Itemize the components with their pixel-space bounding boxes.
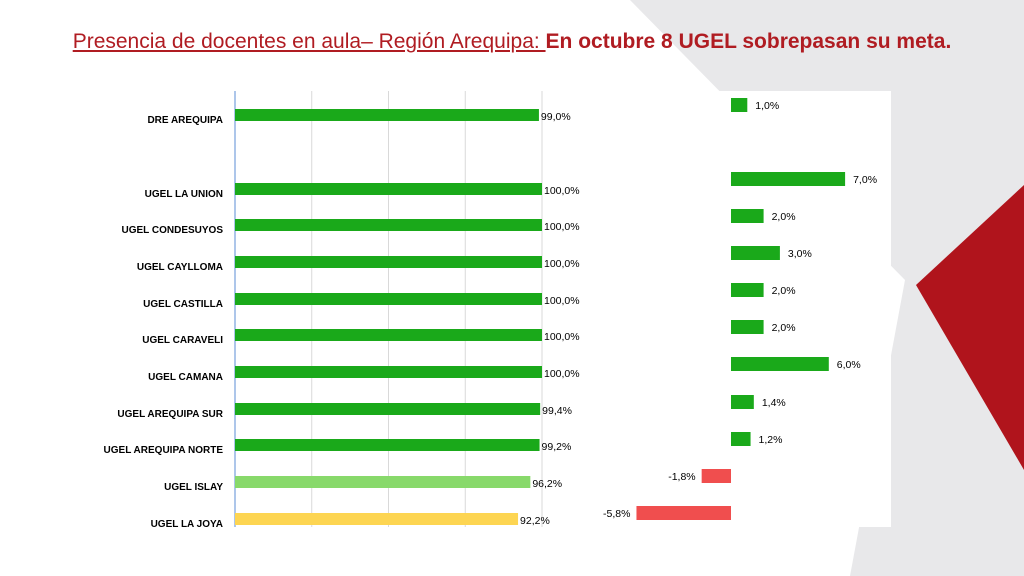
value-label: 99,2% — [542, 441, 572, 453]
value-label: 2,0% — [772, 285, 796, 297]
value-label: 100,0% — [544, 258, 580, 270]
value-label: 100,0% — [544, 295, 580, 307]
value-label: -1,8% — [668, 471, 695, 483]
value-label: 92,2% — [520, 515, 550, 527]
bar — [235, 219, 542, 231]
value-label: 6,0% — [837, 359, 861, 371]
category-label: UGEL CARAVELI — [142, 335, 223, 346]
bar — [235, 109, 539, 121]
value-label: -5,8% — [603, 508, 630, 520]
variation-chart-panel: 1,0% 7,0% 2,0% 3,0% 2,0% 2,0% 6,0% 1,4% 1,2% -1,8… — [594, 91, 891, 527]
title-part-1: Presencia de docentes en aula– Región Ar… — [72, 30, 546, 53]
bar — [731, 246, 780, 260]
value-label: 2,0% — [772, 322, 796, 334]
value-label: 2,0% — [772, 211, 796, 223]
bar — [731, 209, 764, 223]
bar — [636, 506, 731, 520]
category-label: DRE AREQUIPA — [147, 115, 223, 126]
bar — [731, 98, 748, 112]
value-label: 100,0% — [544, 185, 580, 197]
value-label: 1,0% — [755, 100, 779, 112]
category-label: UGEL AREQUIPA SUR — [117, 409, 223, 420]
value-label: 99,4% — [542, 405, 572, 417]
category-label: UGEL ISLAY — [164, 482, 223, 493]
presence-chart-panel: DRE AREQUIPA 99,0% UGEL LA UNION 100,0% UGEL… — [99, 91, 580, 530]
value-label: 7,0% — [853, 174, 877, 186]
bar — [731, 395, 754, 409]
bar — [235, 183, 542, 195]
bar — [235, 256, 542, 268]
page-title: Presencia de docentes en aula– Región Ar… — [0, 30, 1024, 54]
bar — [235, 329, 542, 341]
value-label: 1,4% — [762, 397, 786, 409]
value-label: 1,2% — [759, 434, 783, 446]
bar — [731, 172, 846, 186]
category-label: UGEL LA JOYA — [151, 519, 223, 527]
value-label: 3,0% — [788, 248, 812, 260]
bar — [731, 283, 764, 297]
value-label: 100,0% — [544, 368, 580, 380]
bar — [235, 293, 542, 305]
variation-chart: 1,0% 7,0% 2,0% 3,0% 2,0% 2,0% 6,0% 1,4% 1,2% -1,8… — [603, 98, 877, 520]
value-label: 100,0% — [544, 221, 580, 233]
category-label: UGEL CASTILLA — [143, 299, 223, 310]
value-label: 99,0% — [541, 111, 571, 123]
bar — [235, 366, 542, 378]
bar — [731, 320, 764, 334]
bar — [235, 513, 519, 525]
bar — [731, 357, 829, 371]
bar — [701, 469, 731, 483]
bar — [731, 432, 751, 446]
value-label: 96,2% — [532, 478, 562, 490]
bar — [235, 439, 540, 451]
category-label: UGEL CAYLLOMA — [137, 262, 223, 273]
category-label: UGEL LA UNION — [145, 189, 223, 200]
category-label: UGEL CONDESUYOS — [122, 225, 224, 236]
bar — [235, 403, 541, 415]
category-label: UGEL AREQUIPA NORTE — [104, 445, 224, 456]
presence-chart: DRE AREQUIPA 99,0% UGEL LA UNION 100,0% UGEL… — [104, 91, 580, 530]
category-label: UGEL CAMANA — [148, 372, 223, 383]
title-part-2: En octubre 8 UGEL sobrepasan su meta. — [545, 30, 952, 53]
bar — [235, 476, 531, 488]
value-label: 100,0% — [544, 331, 580, 343]
